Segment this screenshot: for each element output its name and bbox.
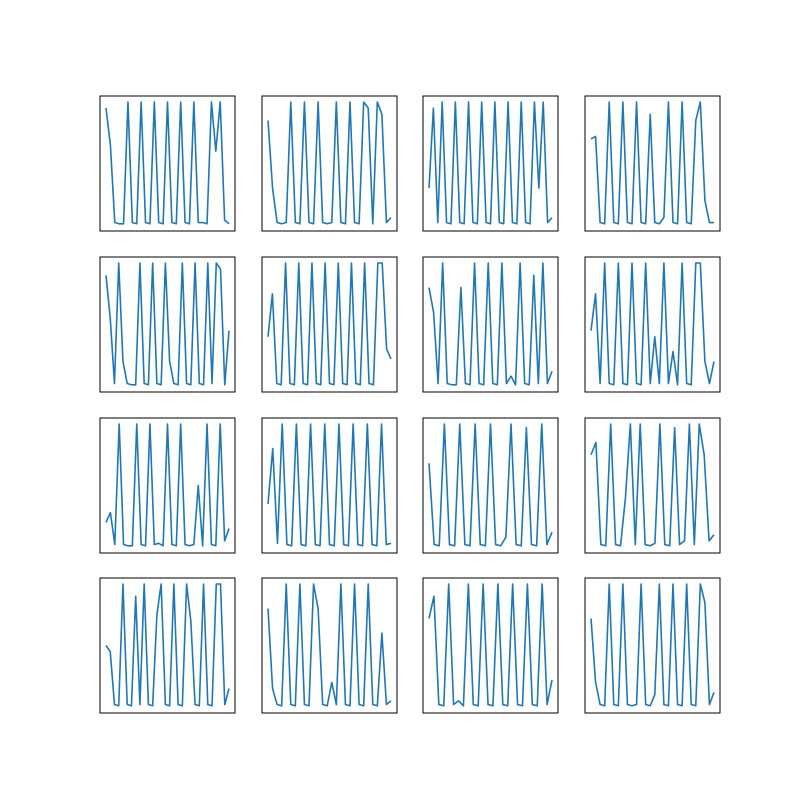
- subplot-1-4: [584, 95, 721, 232]
- series-line: [105, 423, 230, 547]
- series-line: [428, 262, 553, 386]
- subplot-1-3: [422, 95, 559, 232]
- series-line: [267, 423, 392, 547]
- subplot-3-3: [422, 417, 559, 554]
- series-line: [105, 583, 230, 707]
- subplot-4-4: [584, 577, 721, 714]
- series-line: [428, 423, 553, 547]
- series-line: [590, 583, 715, 707]
- subplot-2-4: [584, 256, 721, 393]
- subplot-2-3: [422, 256, 559, 393]
- subplot-1-1: [99, 95, 236, 232]
- series-line: [590, 423, 715, 547]
- series-line: [105, 262, 230, 386]
- series-line: [590, 101, 714, 225]
- subplot-3-1: [99, 417, 236, 554]
- subplot-2-1: [99, 256, 236, 393]
- subplot-4-3: [422, 577, 559, 714]
- axes-frame: [584, 417, 721, 554]
- series-line: [428, 583, 553, 707]
- subplot-3-2: [261, 417, 398, 554]
- subplot-1-2: [261, 95, 398, 232]
- subplot-4-1: [99, 577, 236, 714]
- series-line: [267, 101, 392, 225]
- series-line: [105, 101, 230, 225]
- series-line: [590, 262, 715, 386]
- subplot-4-2: [261, 577, 398, 714]
- subplot-2-2: [261, 256, 398, 393]
- series-line: [267, 583, 392, 707]
- series-line: [267, 262, 392, 386]
- subplot-3-4: [584, 417, 721, 554]
- series-line: [428, 101, 553, 225]
